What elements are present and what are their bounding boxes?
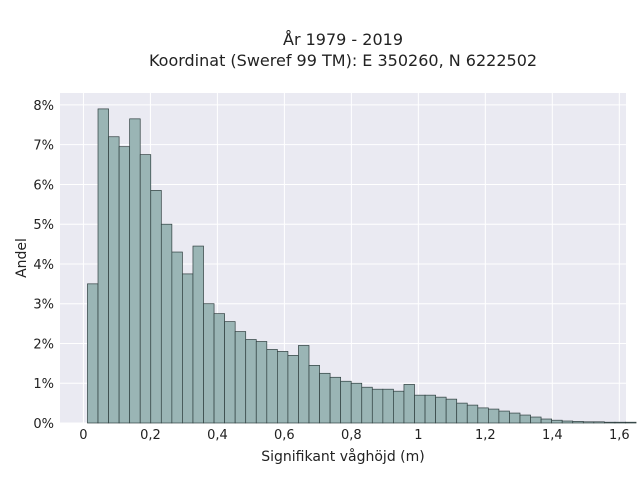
histogram-bar <box>171 251 183 424</box>
histogram-bar <box>108 136 120 424</box>
histogram-bars <box>87 108 637 424</box>
histogram-bar <box>371 388 384 424</box>
histogram-bar <box>192 245 204 424</box>
x-tick-label: 0,2 <box>140 428 161 443</box>
histogram-bar <box>298 345 310 424</box>
chart-title-line-2: Koordinat (Sweref 99 TM): E 350260, N 62… <box>149 51 537 70</box>
histogram-bar <box>139 154 152 424</box>
histogram-bar <box>382 388 394 424</box>
x-tick-label: 0 <box>79 428 87 443</box>
histogram-bar <box>329 376 342 424</box>
histogram-bar <box>255 341 268 424</box>
histogram-bar <box>213 313 225 424</box>
y-tick-label: 2% <box>33 337 54 352</box>
histogram-bar <box>540 418 552 424</box>
histogram-bar <box>435 396 447 424</box>
histogram-bar <box>87 283 99 424</box>
histogram-bar <box>456 402 468 424</box>
histogram-bar <box>561 420 574 424</box>
histogram-bar <box>519 414 531 424</box>
x-tick-label: 0,6 <box>274 428 295 443</box>
histogram-bar <box>445 398 458 424</box>
y-tick-label: 4% <box>33 258 54 273</box>
histogram-bar <box>477 407 489 424</box>
histogram-bar <box>129 118 141 424</box>
histogram-bar <box>466 404 479 424</box>
chart-title-line-1: År 1979 - 2019 <box>283 30 403 49</box>
y-axis-label: Andel <box>14 238 30 278</box>
x-tick-label: 1,2 <box>475 428 496 443</box>
histogram-bar <box>182 273 194 424</box>
histogram-bar <box>403 384 415 424</box>
x-tick-label: 0,4 <box>207 428 228 443</box>
histogram-bar <box>234 331 247 424</box>
histogram-bar <box>203 303 215 424</box>
histogram-bar <box>551 419 563 424</box>
histogram-bar <box>266 349 278 424</box>
x-tick-label: 1,4 <box>542 428 563 443</box>
histogram-bar <box>572 421 584 424</box>
histogram-bar <box>614 421 626 424</box>
y-tick-label: 6% <box>33 178 54 193</box>
y-tick-label: 0% <box>33 417 54 432</box>
histogram-bar <box>224 321 236 424</box>
y-tick-label: 8% <box>33 99 54 114</box>
histogram-bar <box>118 146 131 424</box>
histogram-bar <box>393 390 405 424</box>
histogram-bar <box>350 382 363 424</box>
histogram-bar <box>245 339 257 424</box>
x-tick-label: 1,6 <box>609 428 630 443</box>
histogram-bar <box>488 408 500 424</box>
histogram-bar <box>361 386 373 424</box>
histogram-bar <box>509 412 521 424</box>
histogram-bar <box>160 223 173 424</box>
histogram-bar <box>150 190 162 424</box>
histogram-bar <box>625 421 637 424</box>
histogram-bar <box>277 351 289 424</box>
histogram-bar <box>424 394 436 424</box>
y-tick-label: 7% <box>33 139 54 154</box>
x-tick-label: 1 <box>414 428 422 443</box>
histogram-bar <box>340 380 352 424</box>
histogram-bar <box>604 421 616 424</box>
y-axis-ticks: 0% 1% 2% 3% 4% 5% 6% 7% 8% <box>33 99 54 432</box>
histogram-bar <box>498 410 510 424</box>
histogram-bar <box>287 355 299 424</box>
x-axis-ticks: 0 0,2 0,4 0,6 0,8 1 1,2 1,4 1,6 <box>79 428 629 443</box>
histogram-bar <box>530 416 542 424</box>
histogram-bar <box>414 394 426 424</box>
x-tick-label: 0,8 <box>341 428 362 443</box>
y-tick-label: 1% <box>33 377 54 392</box>
histogram-bar <box>582 421 595 424</box>
histogram-bar <box>319 372 331 424</box>
histogram-bar <box>308 364 320 424</box>
histogram-bar <box>593 421 605 424</box>
histogram-bar <box>97 108 109 424</box>
x-axis-label: Signifikant våghöjd (m) <box>261 448 424 465</box>
y-tick-label: 5% <box>33 218 54 233</box>
y-tick-label: 3% <box>33 298 54 313</box>
